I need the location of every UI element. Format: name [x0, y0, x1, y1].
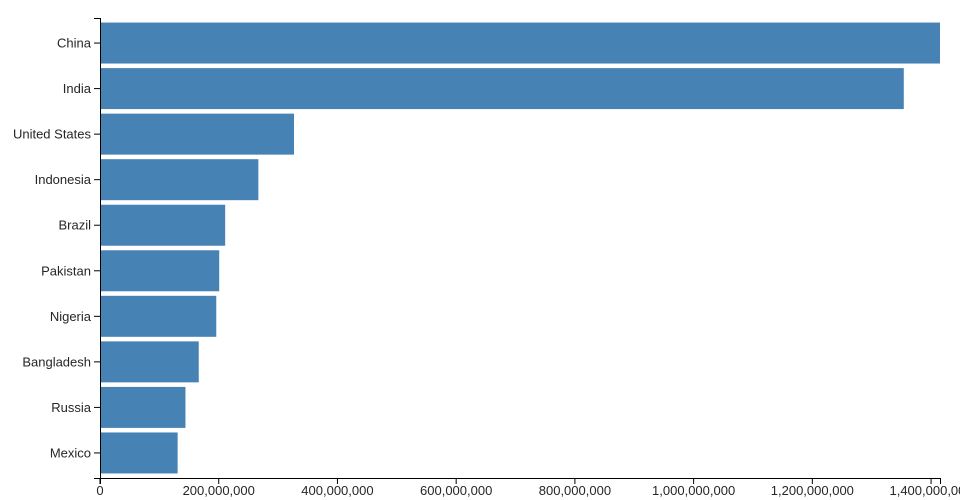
- y-tick-label-brazil: Brazil: [58, 218, 91, 233]
- x-tick-label-1: 200,000,000: [183, 483, 255, 498]
- y-tick-label-indonesia: Indonesia: [35, 172, 92, 187]
- x-tick-label-0: 0: [96, 483, 103, 498]
- bar-indonesia: [101, 159, 259, 201]
- bar-pakistan: [101, 250, 220, 292]
- bar-china: [101, 22, 940, 64]
- y-tick-label-nigeria: Nigeria: [50, 309, 92, 324]
- y-axis: China India United States Indonesia Brazil Pa…: [13, 18, 101, 479]
- y-axis-domain-line: [94, 18, 101, 479]
- y-tick-label-india: India: [63, 81, 92, 96]
- bars-group: [101, 22, 940, 474]
- y-tick-label-bangladesh: Bangladesh: [22, 354, 91, 369]
- x-axis: 0 200,000,000 400,000,000 600,000,000 800,00…: [96, 478, 960, 498]
- x-tick-label-3: 600,000,000: [420, 483, 492, 498]
- bar-russia: [101, 386, 186, 428]
- y-tick-label-china: China: [57, 36, 92, 51]
- bar-india: [101, 68, 904, 110]
- bar-brazil: [101, 204, 226, 246]
- bar-nigeria: [101, 295, 217, 337]
- x-tick-label-4: 800,000,000: [539, 483, 611, 498]
- x-tick-label-6: 1,200,000,000: [771, 483, 854, 498]
- y-tick-label-united-states: United States: [13, 127, 92, 142]
- bar-united-states: [101, 113, 294, 155]
- x-tick-label-5: 1,000,000,000: [652, 483, 735, 498]
- x-tick-label-2: 400,000,000: [301, 483, 373, 498]
- bar-mexico: [101, 432, 178, 474]
- y-tick-label-pakistan: Pakistan: [41, 263, 91, 278]
- y-tick-label-mexico: Mexico: [50, 445, 91, 460]
- y-tick-label-russia: Russia: [51, 400, 92, 415]
- bar-bangladesh: [101, 341, 199, 383]
- x-tick-label-7: 1,400,000,000: [889, 483, 960, 498]
